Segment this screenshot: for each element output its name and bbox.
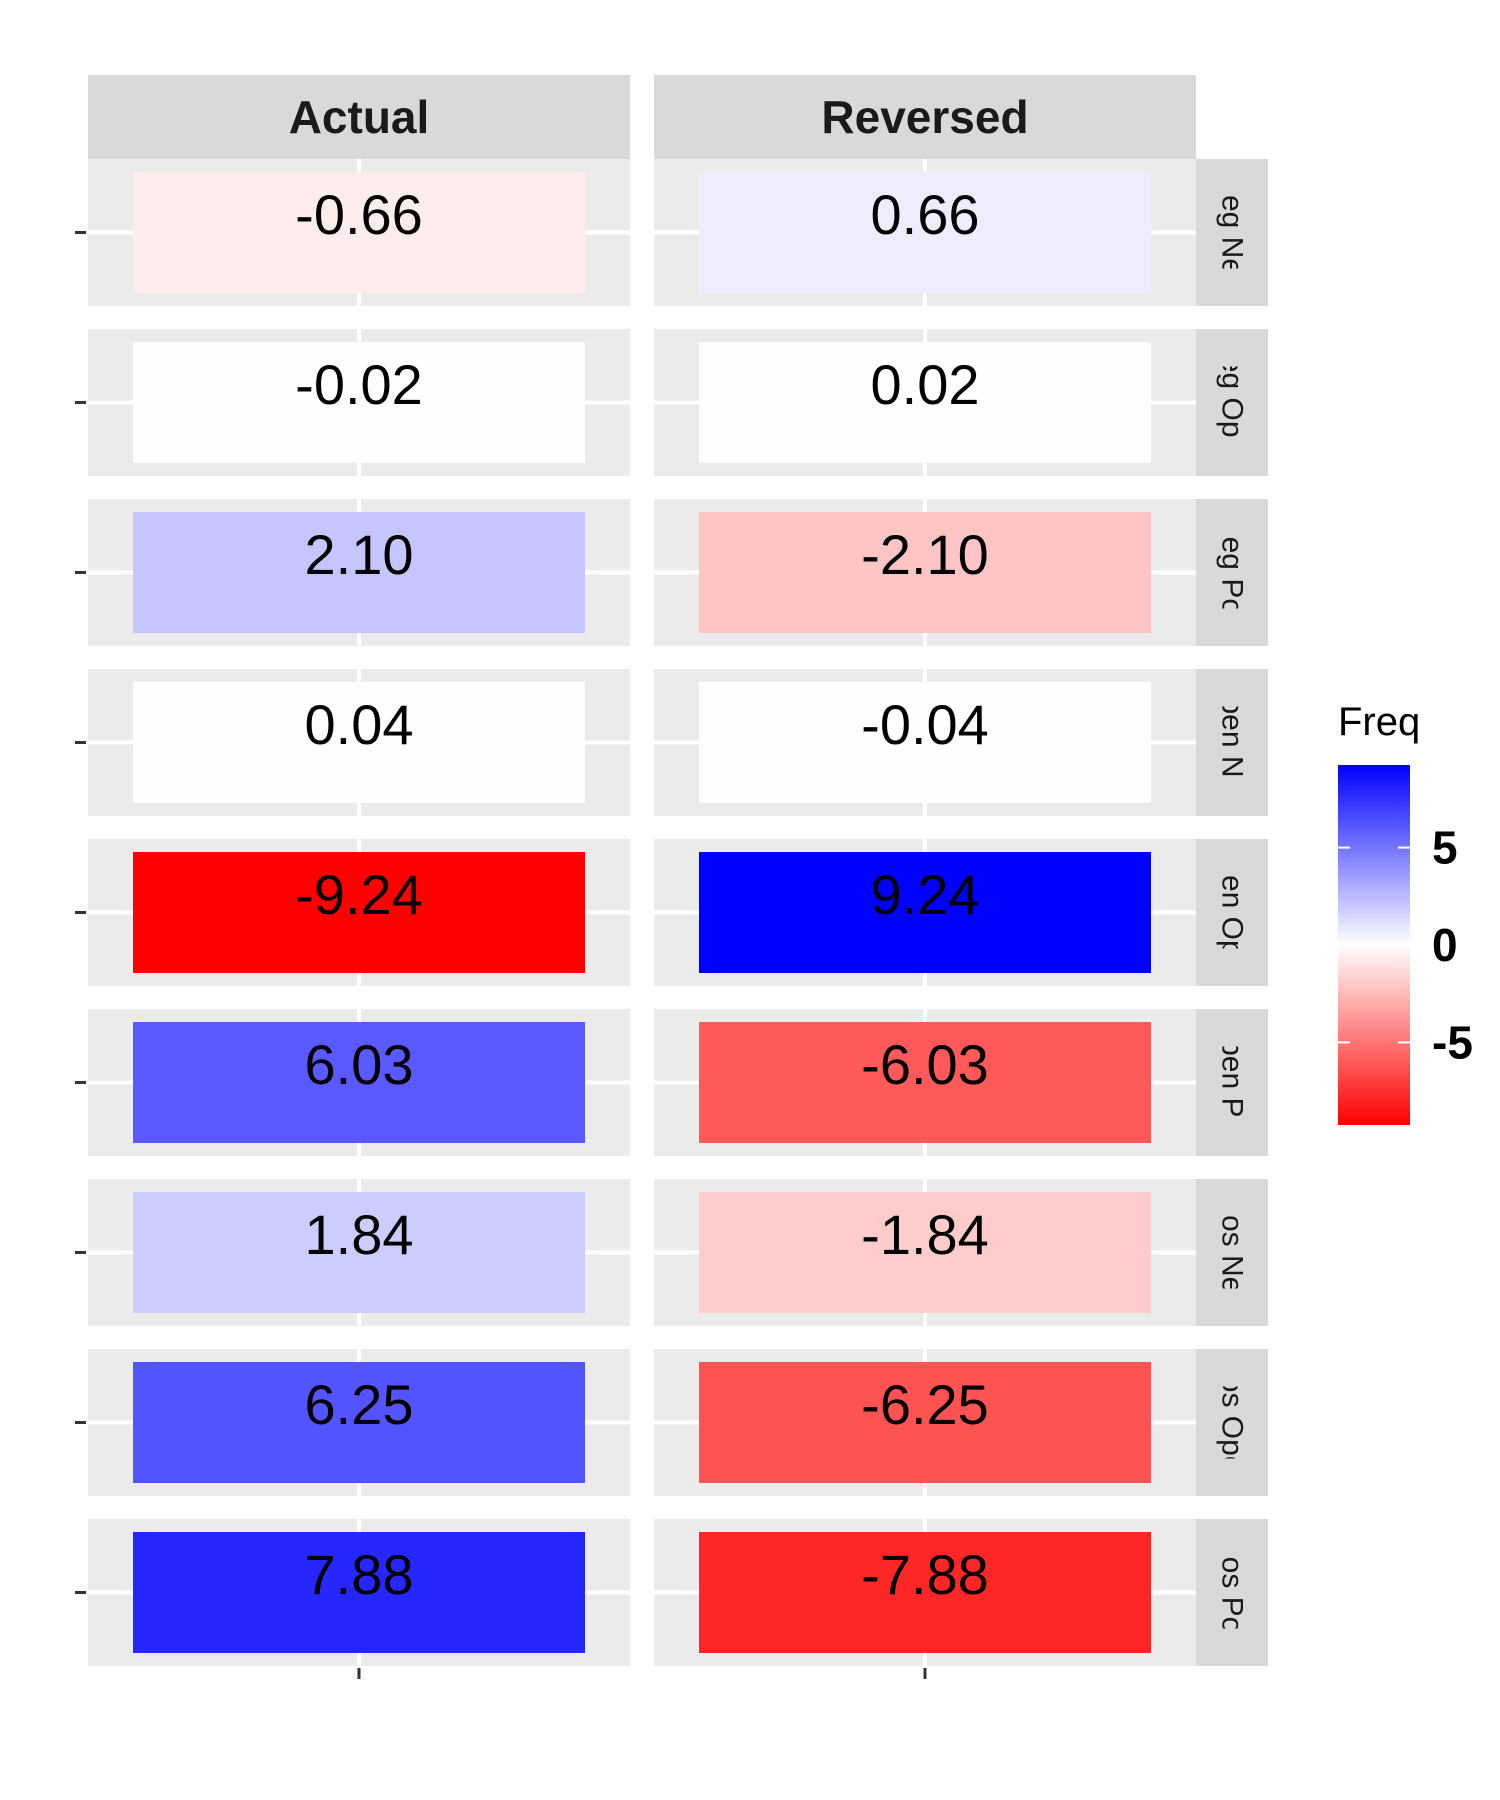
heatmap-tile xyxy=(133,1532,585,1653)
heatmap-tile xyxy=(133,342,585,463)
legend-tick-label: 0 xyxy=(1432,919,1458,971)
tile-value-label: 2.10 xyxy=(305,523,414,586)
facet-strip-label-right: Pos Open xyxy=(1216,1356,1249,1489)
facet-strip-label-right: Pos Pos xyxy=(1216,1537,1249,1649)
tile-value-label: 0.02 xyxy=(871,353,980,416)
facet-strip-label-right: Open Open xyxy=(1216,835,1249,990)
facet-strip-label-right: Neg Neg xyxy=(1216,173,1249,291)
tile-value-label: 7.88 xyxy=(305,1543,414,1606)
heatmap-tile xyxy=(133,852,585,973)
heatmap-tile xyxy=(699,172,1151,293)
legend-tick-label: 5 xyxy=(1432,822,1458,874)
facet-strip-label-right: Pos Neg xyxy=(1216,1195,1249,1310)
facet-strip-label-right: Neg Open xyxy=(1216,334,1249,471)
heatmap-tile xyxy=(133,512,585,633)
tile-value-label: -6.25 xyxy=(861,1373,989,1436)
heatmap-tile xyxy=(699,852,1151,973)
tile-value-label: -0.04 xyxy=(861,693,989,756)
heatmap-tile xyxy=(699,682,1151,803)
tile-value-label: -0.66 xyxy=(295,183,423,246)
heatmap-tile xyxy=(699,1532,1151,1653)
heatmap-tile xyxy=(699,1192,1151,1313)
facet-strip-right xyxy=(1196,329,1268,476)
heatmap-tile xyxy=(133,682,585,803)
tile-value-label: -1.84 xyxy=(861,1203,989,1266)
tile-value-label: 6.03 xyxy=(305,1033,414,1096)
facet-strip-label-top: Actual xyxy=(289,91,430,143)
legend-title: Freq xyxy=(1338,700,1420,744)
facet-strip-top xyxy=(88,75,630,159)
facet-strip-right xyxy=(1196,1009,1268,1156)
tile-value-label: -9.24 xyxy=(295,863,423,926)
tile-value-label: 0.04 xyxy=(305,693,414,756)
facet-strip-label-right: Open Neg xyxy=(1216,674,1249,811)
facet-strip-right xyxy=(1196,1349,1268,1496)
heatmap-tile xyxy=(699,342,1151,463)
facet-strip-label-right: Open Pos xyxy=(1216,1016,1249,1149)
tile-value-label: 0.66 xyxy=(871,183,980,246)
tile-value-label: 6.25 xyxy=(305,1373,414,1436)
facet-strip-right xyxy=(1196,499,1268,646)
heatmap-tile xyxy=(133,1022,585,1143)
facet-strip-right xyxy=(1196,1519,1268,1666)
tile-value-label: -2.10 xyxy=(861,523,989,586)
facet-strip-label-top: Reversed xyxy=(821,91,1028,143)
tile-value-label: -6.03 xyxy=(861,1033,989,1096)
heatmap-tile xyxy=(699,512,1151,633)
facet-strip-right xyxy=(1196,159,1268,306)
tile-value-label: 9.24 xyxy=(871,863,980,926)
facet-strip-right xyxy=(1196,839,1268,986)
tile-value-label: 1.84 xyxy=(305,1203,414,1266)
heatmap-tile xyxy=(133,1362,585,1483)
heatmap-tile xyxy=(133,172,585,293)
tile-value-label: -0.02 xyxy=(295,353,423,416)
heatmap-tile xyxy=(133,1192,585,1313)
facet-strip-right xyxy=(1196,1179,1268,1326)
facet-strip-right xyxy=(1196,669,1268,816)
tile-value-label: -7.88 xyxy=(861,1543,989,1606)
facet-strip-label-right: Neg Pos xyxy=(1216,515,1249,630)
heatmap-tile xyxy=(699,1022,1151,1143)
facet-strip-top xyxy=(654,75,1196,159)
legend-tick-label: -5 xyxy=(1432,1016,1473,1068)
heatmap-tile xyxy=(699,1362,1151,1483)
